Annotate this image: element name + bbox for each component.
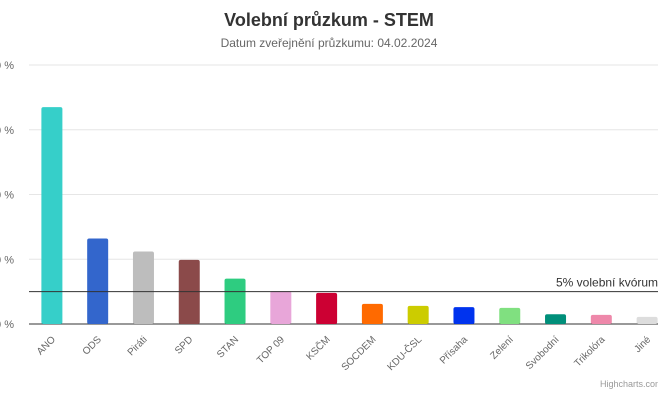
x-tick-label: Piráti: [126, 334, 150, 358]
x-tick-label: ODS: [81, 334, 104, 357]
x-tick-label: Jiné: [632, 334, 653, 355]
x-tick-label: Svobodní: [524, 334, 562, 372]
x-tick-label: SPD: [173, 334, 195, 356]
bar-stan[interactable]: [224, 278, 246, 324]
x-tick-label: Zelení: [488, 334, 516, 362]
x-tick-label: STAN: [215, 334, 241, 360]
y-tick-label: 10 %: [0, 254, 14, 266]
x-tick-label: KSČM: [303, 333, 333, 363]
bar-jiné[interactable]: [636, 316, 658, 324]
threshold-label: 5% volební kvórum: [556, 276, 658, 290]
bar-ano[interactable]: [41, 107, 63, 325]
y-tick-label: 30 %: [0, 125, 14, 137]
chart-subtitle: Datum zveřejnění průzkumu: 04.02.2024: [221, 36, 438, 50]
bar-trikolóra[interactable]: [590, 314, 612, 324]
bar-zelení[interactable]: [499, 307, 521, 324]
bar-ods[interactable]: [87, 238, 109, 324]
x-tick-label: TOP 09: [255, 334, 287, 366]
y-tick-label: 20 %: [0, 190, 14, 202]
chart-title: Volební průzkum - STEM: [224, 10, 434, 30]
credit-link[interactable]: Highcharts.com: [600, 379, 658, 389]
bar-přísaha[interactable]: [453, 307, 475, 324]
bar-socdem[interactable]: [361, 303, 383, 324]
bar-top-09[interactable]: [270, 290, 292, 324]
y-tick-label: 0 %: [0, 319, 14, 331]
x-tick-label: KDU-ČSL: [384, 333, 425, 374]
bar-kdu-čsl[interactable]: [407, 305, 429, 324]
x-tick-label: SOCDEM: [340, 334, 379, 373]
x-tick-label: ANO: [35, 334, 58, 357]
y-tick-label: 40 %: [0, 60, 14, 72]
bar-svobodní[interactable]: [545, 314, 567, 324]
bar-ksčm[interactable]: [316, 292, 338, 324]
x-tick-label: Přísaha: [438, 334, 470, 366]
bar-piráti[interactable]: [132, 251, 154, 324]
x-tick-label: Trikolóra: [572, 334, 607, 369]
